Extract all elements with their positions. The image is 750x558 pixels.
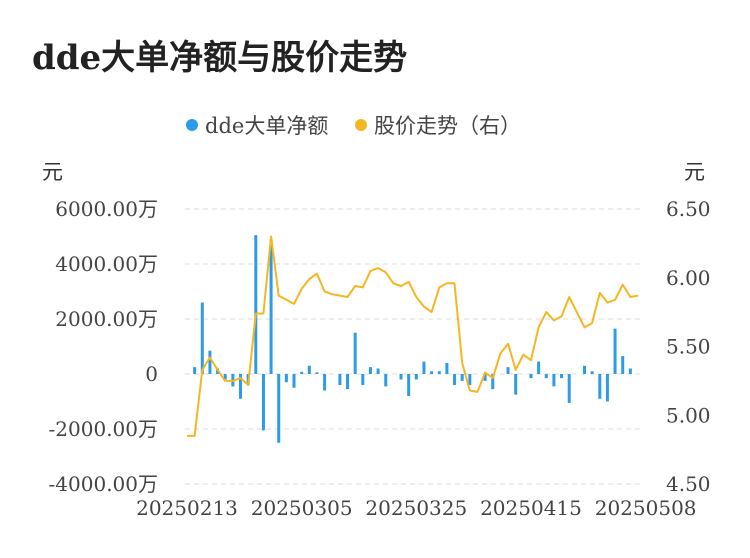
bar bbox=[315, 372, 319, 374]
bar bbox=[239, 374, 243, 399]
line-series bbox=[187, 235, 639, 437]
bar bbox=[269, 239, 273, 374]
price-line bbox=[187, 235, 639, 437]
bar bbox=[376, 368, 380, 374]
x-tick-label: 20250213 bbox=[136, 496, 238, 520]
bar bbox=[529, 374, 533, 379]
right-tick-label: 4.50 bbox=[666, 472, 711, 496]
bar bbox=[445, 363, 449, 374]
bar bbox=[628, 368, 632, 374]
legend-item-dde[interactable]: dde大单净额 bbox=[186, 110, 328, 140]
bar bbox=[346, 374, 350, 390]
bar bbox=[590, 371, 594, 374]
bar bbox=[384, 374, 388, 387]
bar bbox=[407, 374, 411, 396]
bar bbox=[537, 361, 541, 374]
bar bbox=[307, 365, 311, 374]
bar bbox=[506, 367, 510, 374]
bar bbox=[200, 302, 204, 374]
legend-label: 股价走势（右） bbox=[374, 114, 521, 138]
bar bbox=[460, 374, 464, 381]
bar bbox=[338, 374, 342, 385]
bar bbox=[292, 374, 296, 388]
right-tick-label: 6.50 bbox=[666, 197, 711, 221]
right-tick-label: 6.00 bbox=[666, 266, 711, 290]
left-axis-ticks: 6000.00万 4000.00万 2000.00万 0 -2000.00万 -4000.… bbox=[49, 197, 158, 496]
right-axis-ticks: 6.50 6.00 5.50 5.00 4.50 bbox=[666, 197, 711, 496]
bar bbox=[468, 374, 472, 385]
bar bbox=[598, 374, 602, 399]
x-tick-label: 20250305 bbox=[251, 496, 353, 520]
bar bbox=[193, 367, 197, 374]
bar bbox=[223, 374, 227, 380]
bar bbox=[254, 235, 258, 374]
grid-lines bbox=[185, 208, 640, 485]
bar bbox=[430, 371, 434, 374]
x-tick-label: 20250325 bbox=[365, 496, 467, 520]
bar bbox=[453, 374, 457, 385]
bar bbox=[483, 374, 487, 381]
bar bbox=[399, 374, 403, 380]
bar bbox=[514, 374, 518, 395]
bar bbox=[491, 374, 495, 390]
left-tick-label: 4000.00万 bbox=[55, 252, 158, 276]
left-tick-label: 6000.00万 bbox=[55, 197, 158, 221]
left-tick-label: -2000.00万 bbox=[49, 417, 158, 441]
left-tick-label: -4000.00万 bbox=[49, 472, 158, 496]
legend-dot-icon bbox=[186, 119, 198, 131]
bar bbox=[582, 365, 586, 374]
bar bbox=[300, 371, 304, 374]
bar bbox=[605, 374, 609, 402]
bar bbox=[277, 374, 281, 443]
bar bbox=[323, 374, 327, 391]
bar bbox=[422, 361, 426, 374]
legend: dde大单净额 股价走势（右） bbox=[0, 110, 750, 140]
bar bbox=[353, 332, 357, 374]
bar bbox=[284, 374, 288, 383]
legend-dot-icon bbox=[355, 119, 367, 131]
chart-title: dde大单净额与股价走势 bbox=[32, 38, 408, 78]
legend-label: dde大单净额 bbox=[205, 114, 329, 138]
bar bbox=[544, 374, 548, 379]
bar bbox=[414, 374, 418, 380]
bar-series bbox=[193, 235, 632, 443]
bar bbox=[368, 367, 372, 374]
x-axis-ticks: 20250213 20250305 20250325 20250415 20250508 bbox=[136, 496, 696, 520]
left-axis-unit: 元 bbox=[42, 160, 63, 184]
x-tick-label: 20250508 bbox=[595, 496, 697, 520]
bar bbox=[361, 374, 365, 385]
legend-item-price[interactable]: 股价走势（右） bbox=[355, 110, 521, 140]
right-tick-label: 5.50 bbox=[666, 335, 711, 359]
bar bbox=[208, 350, 212, 374]
x-tick-label: 20250415 bbox=[480, 496, 582, 520]
left-tick-label: 0 bbox=[145, 362, 158, 386]
left-tick-label: 2000.00万 bbox=[55, 307, 158, 331]
bar bbox=[437, 371, 441, 374]
bar bbox=[552, 374, 556, 387]
bar bbox=[567, 374, 571, 403]
bar bbox=[613, 328, 617, 374]
right-tick-label: 5.00 bbox=[666, 403, 711, 427]
bar bbox=[261, 374, 265, 431]
bar bbox=[560, 374, 564, 379]
right-axis-unit: 元 bbox=[684, 160, 705, 184]
bar bbox=[621, 356, 625, 374]
